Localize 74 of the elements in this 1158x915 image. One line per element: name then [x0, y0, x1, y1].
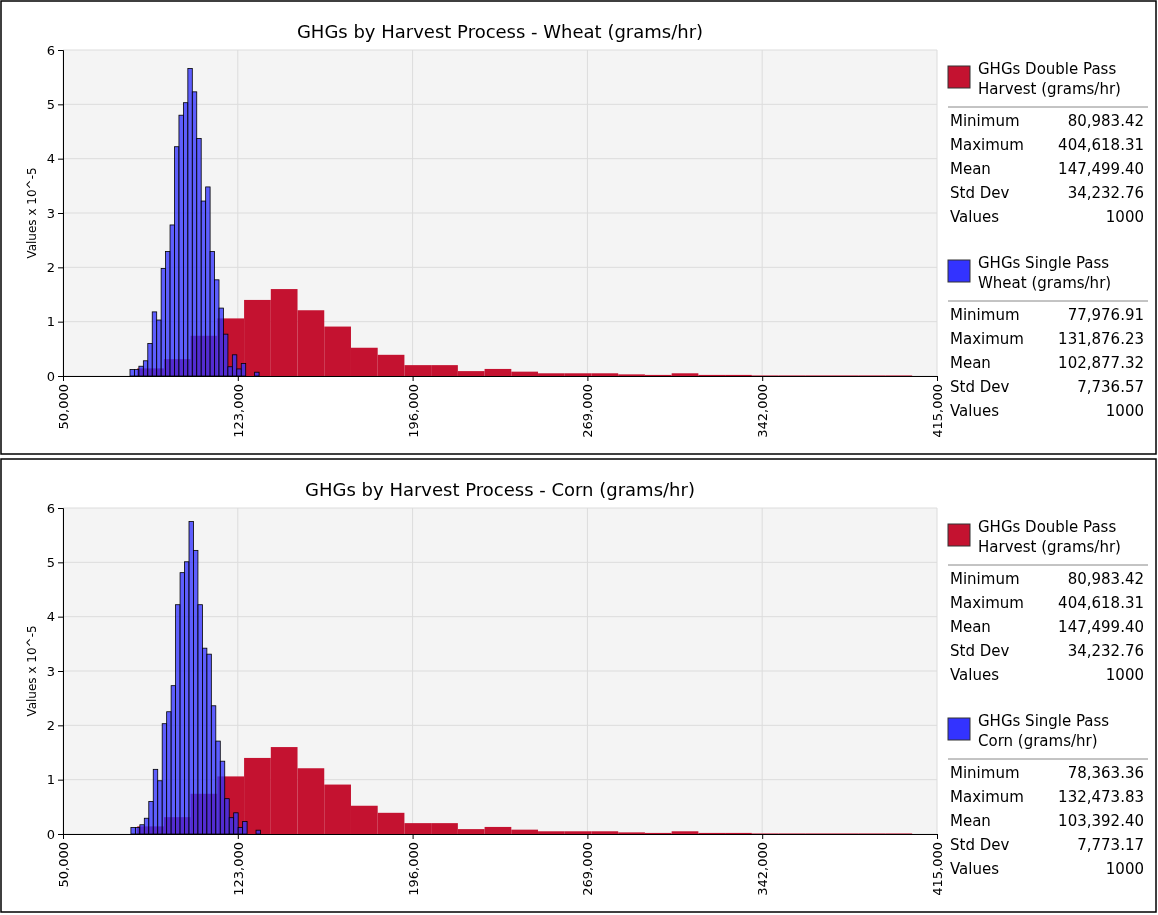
text: Minimum: [950, 306, 1020, 324]
text: 404,618.31: [1058, 594, 1144, 612]
text: 103,392.40: [1058, 812, 1144, 830]
legend-label: GHGs Double Pass Harvest (grams/hr): [978, 60, 1121, 98]
text: 34,232.76: [1067, 642, 1144, 660]
x-tick-label: 269,000: [580, 384, 596, 438]
x-tick-label: 123,000: [230, 384, 246, 438]
text: Values: [950, 402, 1000, 420]
x-tick-label: 196,000: [405, 384, 421, 438]
y-tick-label: 5: [46, 96, 55, 112]
chart-title: GHGs by Harvest Process - Corn (grams/hr): [305, 479, 695, 500]
text: Maximum: [950, 330, 1024, 348]
text: 77,976.91: [1067, 306, 1144, 324]
y-tick-label: 0: [46, 826, 55, 842]
text: 1000: [1105, 860, 1144, 878]
y-tick-label: 2: [46, 259, 55, 275]
y-tick-label: 6: [46, 500, 55, 516]
y-tick-label: 0: [46, 368, 55, 384]
x-tick-label: 196,000: [405, 842, 421, 896]
x-tick-label: 342,000: [755, 384, 771, 438]
y-tick-label: 4: [46, 151, 55, 167]
y-tick-label: 2: [46, 717, 55, 733]
x-tick-label: 50,000: [56, 842, 72, 888]
text: 7,773.17: [1077, 836, 1144, 854]
text: 78,363.36: [1067, 764, 1144, 782]
y-axis-title: Values x 10^-5: [25, 625, 39, 717]
text: 147,499.40: [1058, 618, 1144, 636]
text: 1000: [1105, 666, 1144, 684]
text: Mean: [950, 618, 991, 636]
text: 131,876.23: [1058, 330, 1144, 348]
text: 34,232.76: [1067, 184, 1144, 202]
text: Mean: [950, 812, 991, 830]
x-tick-label: 123,000: [230, 842, 246, 896]
x-tick-label: 342,000: [755, 842, 771, 896]
y-tick-label: 4: [46, 609, 55, 625]
text: Mean: [950, 160, 991, 178]
text: Maximum: [950, 136, 1024, 154]
text: 1000: [1105, 208, 1144, 226]
text: 147,499.40: [1058, 160, 1144, 178]
chart-title: GHGs by Harvest Process - Wheat (grams/hr): [296, 21, 704, 42]
x-tick-label: 415,000: [930, 384, 946, 438]
y-tick-label: 6: [46, 42, 55, 58]
text: Minimum: [950, 570, 1020, 588]
legend-label: GHGs Single Pass Wheat (grams/hr): [978, 254, 1112, 292]
text: 404,618.31: [1058, 136, 1144, 154]
text: Std Dev: [950, 642, 1010, 660]
text: 102,877.32: [1058, 354, 1144, 372]
text: Values: [950, 208, 1000, 226]
legend-label: GHGs Double Pass Harvest (grams/hr): [978, 518, 1121, 556]
text: Std Dev: [950, 184, 1010, 202]
text: 1000: [1105, 402, 1144, 420]
x-tick-label: 269,000: [580, 842, 596, 896]
text: Maximum: [950, 788, 1024, 806]
text: Std Dev: [950, 378, 1010, 396]
y-tick-label: 5: [46, 554, 55, 570]
legend-label: GHGs Single Pass Corn (grams/hr): [978, 712, 1110, 750]
text: 80,983.42: [1067, 112, 1144, 130]
text: Mean: [950, 354, 991, 372]
x-tick-label: 415,000: [930, 842, 946, 896]
text: Minimum: [950, 764, 1020, 782]
text: Minimum: [950, 112, 1020, 130]
y-axis-title: Values x 10^-5: [25, 167, 39, 259]
x-tick-label: 50,000: [56, 384, 72, 430]
text: Std Dev: [950, 836, 1010, 854]
text: 80,983.42: [1067, 570, 1144, 588]
y-tick-label: 3: [46, 663, 55, 679]
text: Values: [950, 860, 1000, 878]
y-tick-label: 1: [46, 314, 55, 330]
text: 132,473.83: [1058, 788, 1144, 806]
y-tick-label: 3: [46, 205, 55, 221]
text: Values: [950, 666, 1000, 684]
y-tick-label: 1: [46, 772, 55, 788]
text: Maximum: [950, 594, 1024, 612]
text: 7,736.57: [1077, 378, 1144, 396]
